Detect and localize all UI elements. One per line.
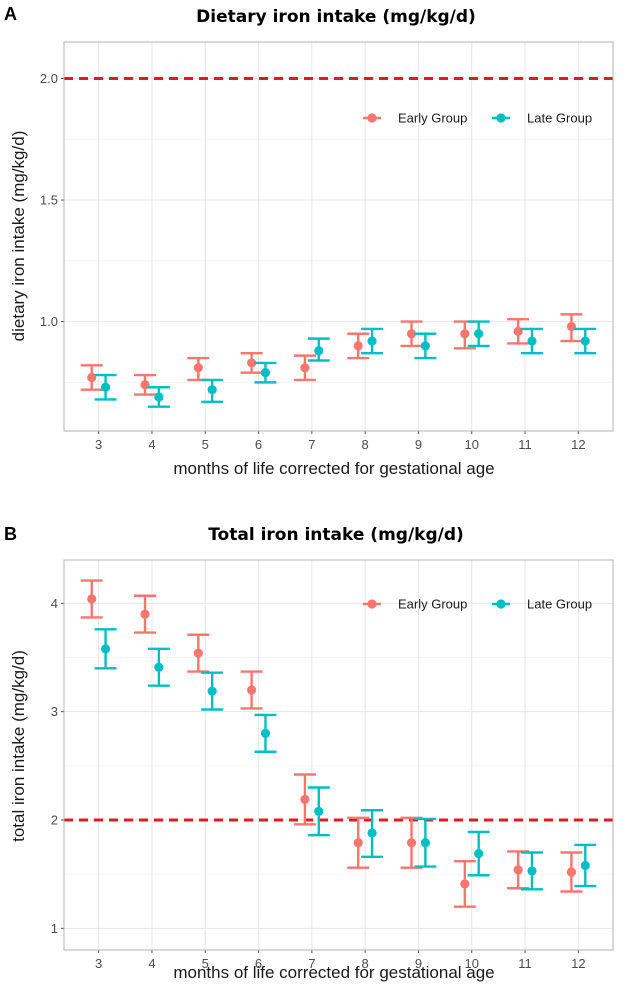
data-point: [300, 794, 310, 805]
data-point: [460, 329, 470, 339]
data-point: [193, 648, 203, 658]
data-point: [300, 363, 310, 373]
x-tick-label: 7: [308, 956, 315, 971]
panel-b-y-axis-label: total iron intake (mg/kg/d): [9, 650, 28, 842]
panel-b: B Total iron intake (mg/kg/d) months of …: [4, 524, 614, 982]
data-point: [580, 860, 590, 871]
y-tick-label: 2.0: [40, 71, 58, 86]
data-point: [100, 644, 111, 654]
data-point: [140, 609, 150, 619]
y-tick-label: 1.5: [40, 193, 58, 208]
data-point: [100, 382, 111, 392]
data-point: [406, 329, 417, 339]
y-tick-label: 2: [51, 813, 58, 828]
data-point: [247, 358, 257, 368]
panel-a-plot-area: [61, 41, 614, 434]
data-point: [420, 838, 430, 848]
x-tick-label: 4: [148, 956, 155, 971]
series-early-group: [80, 579, 583, 908]
x-tick-label: 10: [465, 956, 479, 971]
x-tick-label: 4: [148, 437, 155, 452]
panel-a: A Dietary iron intake (mg/kg/d) months o…: [4, 4, 614, 478]
data-point: [87, 594, 97, 604]
data-point: [154, 392, 164, 402]
data-point: [566, 867, 577, 877]
legend-label: Early Group: [398, 597, 467, 612]
panel-a-x-axis-label: months of life corrected for gestational…: [173, 459, 494, 478]
plot-border: [63, 559, 614, 951]
x-tick-label: 9: [415, 437, 422, 452]
data-point: [367, 828, 377, 838]
x-tick-label: 12: [571, 437, 585, 452]
series-late-group: [94, 628, 597, 891]
data-point: [527, 336, 537, 346]
data-point: [314, 346, 324, 356]
data-point: [513, 326, 523, 336]
data-point: [207, 385, 217, 395]
data-point: [460, 879, 470, 889]
legend-key-dot: [496, 599, 506, 609]
data-point: [87, 372, 97, 383]
y-tick-label: 1.0: [40, 314, 58, 329]
panel-b-plot-area: [61, 559, 614, 953]
data-point: [260, 368, 271, 378]
data-point: [474, 329, 484, 339]
panel-a-y-axis-label: dietary iron intake (mg/kg/d): [9, 131, 28, 342]
data-point: [314, 806, 324, 816]
legend-key-dot: [367, 599, 377, 609]
x-tick-label: 10: [465, 437, 479, 452]
panel-b-legend: Early Group Late Group: [363, 597, 592, 612]
data-point: [207, 686, 217, 696]
y-tick-label: 1: [51, 921, 58, 936]
x-tick-label: 5: [202, 437, 209, 452]
data-point: [353, 341, 363, 351]
y-tick-label: 4: [51, 596, 58, 611]
x-tick-label: 5: [202, 956, 209, 971]
data-point: [406, 838, 417, 848]
x-tick-label: 9: [415, 956, 422, 971]
x-tick-label: 7: [308, 437, 315, 452]
legend-key-dot: [367, 113, 377, 123]
data-point: [140, 380, 150, 390]
plot-border: [63, 41, 614, 432]
legend-label: Late Group: [527, 597, 592, 612]
panel-b-letter: B: [4, 524, 17, 544]
data-point: [527, 866, 537, 876]
data-point: [247, 685, 257, 695]
legend-label: Late Group: [527, 111, 592, 126]
x-tick-label: 6: [255, 437, 262, 452]
data-point: [193, 363, 203, 373]
x-tick-label: 6: [255, 956, 262, 971]
x-tick-label: 3: [95, 437, 102, 452]
series-late-group: [94, 320, 597, 408]
data-point: [474, 848, 484, 859]
panel-b-title: Total iron intake (mg/kg/d): [208, 525, 464, 545]
data-point: [353, 838, 363, 848]
panel-a-legend: Early Group Late Group: [363, 111, 592, 126]
data-point: [154, 662, 164, 672]
data-point: [260, 728, 271, 738]
y-tick-label: 3: [51, 704, 58, 719]
x-tick-label: 11: [518, 956, 532, 971]
data-point: [513, 865, 523, 875]
x-tick-label: 8: [362, 437, 369, 452]
panel-b-x-axis-label: months of life corrected for gestational…: [173, 963, 494, 982]
data-point: [367, 336, 377, 346]
x-tick-label: 12: [571, 956, 585, 971]
series-early-group: [80, 313, 583, 396]
data-point: [580, 336, 590, 346]
data-point: [420, 341, 430, 351]
panel-a-letter: A: [4, 4, 17, 24]
legend-key-dot: [496, 113, 506, 123]
x-tick-label: 3: [95, 956, 102, 971]
x-tick-label: 11: [518, 437, 532, 452]
legend-label: Early Group: [398, 111, 467, 126]
panel-a-title: Dietary iron intake (mg/kg/d): [196, 7, 476, 27]
x-tick-label: 8: [362, 956, 369, 971]
data-point: [566, 321, 577, 332]
